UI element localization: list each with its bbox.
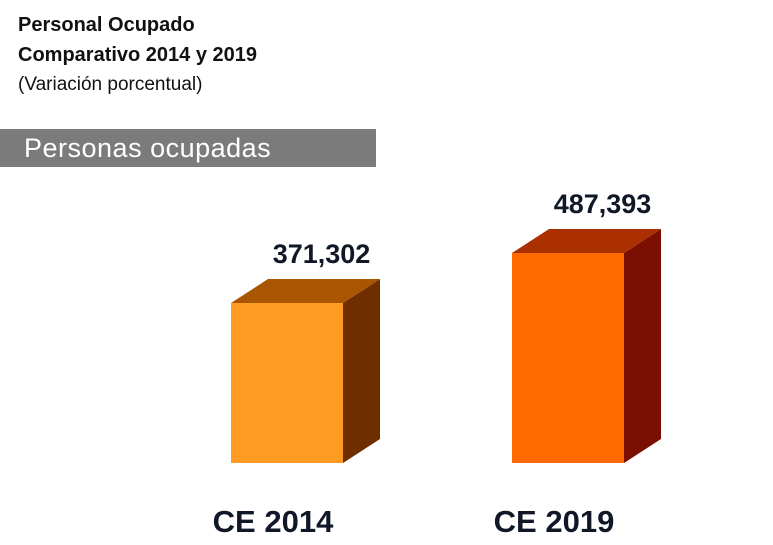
section-banner: Personas ocupadas <box>0 129 376 167</box>
chart-title-line-2: Comparativo 2014 y 2019 <box>18 44 258 66</box>
chart-subtitle: (Variación porcentual) <box>18 74 203 95</box>
bar-side-face <box>343 279 380 463</box>
bar-side-face <box>624 229 661 463</box>
bar-top-face <box>231 279 380 304</box>
bar <box>231 303 343 463</box>
data-label: 371,302 <box>273 239 371 269</box>
category-label: CE 2019 <box>494 504 615 539</box>
bar <box>512 253 624 463</box>
chart-title-line-1: Personal Ocupado <box>18 14 195 36</box>
category-label: CE 2014 <box>213 504 334 539</box>
data-label: 487,393 <box>554 189 652 219</box>
chart-title-block: Personal Ocupado Comparativo 2014 y 2019… <box>18 10 257 100</box>
bar-top-face <box>512 229 661 253</box>
